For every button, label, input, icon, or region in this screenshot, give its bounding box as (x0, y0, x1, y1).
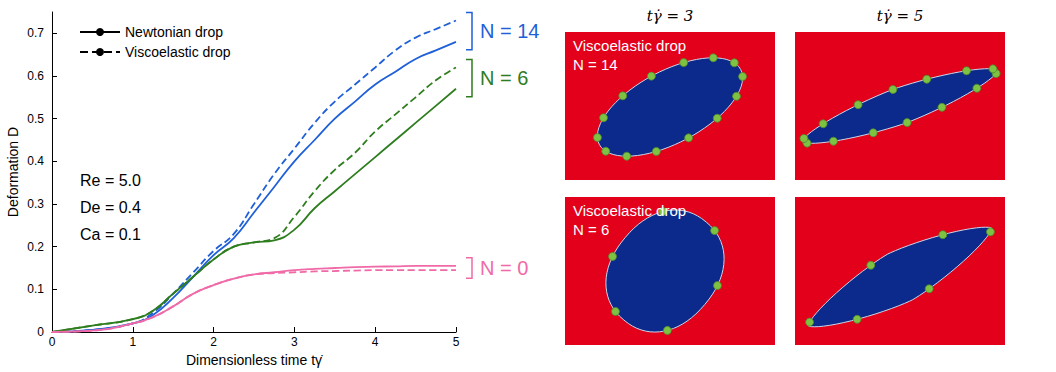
svg-text:0.6: 0.6 (27, 69, 44, 83)
svg-text:0.3: 0.3 (27, 197, 44, 211)
svg-text:N = 14: N = 14 (480, 20, 539, 42)
svg-text:Viscoelastic drop: Viscoelastic drop (125, 44, 231, 60)
svg-text:0.2: 0.2 (27, 240, 44, 254)
svg-text:2: 2 (210, 335, 217, 349)
svg-text:0.5: 0.5 (27, 112, 44, 126)
svg-text:De = 0.4: De = 0.4 (80, 199, 141, 216)
svg-text:Viscoelastic drop: Viscoelastic drop (573, 202, 686, 219)
svg-text:4: 4 (372, 335, 379, 349)
svg-text:N = 0: N = 0 (480, 257, 528, 279)
svg-text:Newtonian drop: Newtonian drop (125, 24, 223, 40)
svg-text:Re = 5.0: Re = 5.0 (80, 172, 141, 189)
svg-text:0.7: 0.7 (27, 26, 44, 40)
svg-text:1: 1 (129, 335, 136, 349)
svg-text:3: 3 (291, 335, 298, 349)
svg-text:5: 5 (453, 335, 460, 349)
svg-text:tγ̇ = 5: tγ̇ = 5 (877, 7, 924, 25)
svg-text:N = 6: N = 6 (573, 221, 609, 238)
svg-text:Deformation D: Deformation D (5, 127, 21, 217)
svg-text:0.1: 0.1 (27, 282, 44, 296)
svg-text:0: 0 (49, 335, 56, 349)
svg-text:N = 14: N = 14 (573, 56, 618, 73)
svg-text:0.4: 0.4 (27, 154, 44, 168)
svg-text:tγ̇ = 3: tγ̇ = 3 (647, 7, 694, 25)
svg-text:Viscoelastic drop: Viscoelastic drop (573, 37, 686, 54)
svg-text:Ca = 0.1: Ca = 0.1 (80, 226, 141, 243)
svg-text:N = 6: N = 6 (480, 67, 528, 89)
svg-text:0: 0 (37, 325, 44, 339)
svg-text:Dimensionless time tγ̇: Dimensionless time tγ̇ (186, 352, 323, 368)
